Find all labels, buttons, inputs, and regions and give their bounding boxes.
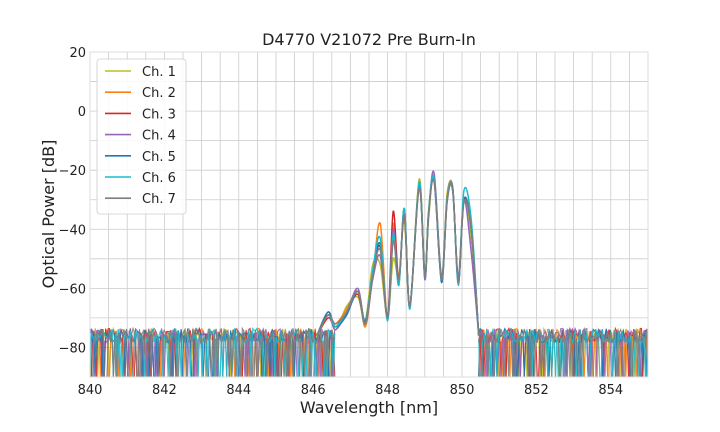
- y-tick-label: 0: [78, 105, 86, 120]
- x-tick-label: 854: [598, 383, 623, 398]
- series-line-7: [316, 178, 480, 336]
- legend: Ch. 1 Ch. 2 Ch. 3 Ch. 4 Ch. 5 Ch. 6 Ch. 7: [96, 58, 187, 215]
- y-tick-label: 20: [69, 46, 86, 61]
- x-tick-label: 842: [152, 383, 177, 398]
- chart-title: D4770 V21072 Pre Burn-In: [262, 30, 476, 49]
- x-axis-ticks: 840 842 844 846 848 850 852 854: [78, 383, 624, 398]
- legend-label-5: Ch. 5: [142, 150, 176, 165]
- x-tick-label: 844: [226, 383, 251, 398]
- x-tick-label: 846: [301, 383, 326, 398]
- x-tick-label: 848: [375, 383, 400, 398]
- series-line-1: [316, 173, 480, 336]
- y-axis-ticks: −80 −60 −40 −20 0 20: [59, 46, 86, 356]
- series-line-3: [316, 176, 480, 337]
- y-axis-label: Optical Power [dB]: [39, 140, 58, 289]
- x-axis-label: Wavelength [nm]: [300, 398, 438, 417]
- legend-label-4: Ch. 4: [142, 129, 176, 144]
- y-tick-label: −20: [59, 164, 86, 179]
- legend-box: [96, 58, 187, 215]
- legend-label-6: Ch. 6: [142, 171, 176, 186]
- series-line-6: [316, 175, 480, 336]
- plot-frame: [89, 51, 649, 378]
- series-line-4: [316, 170, 480, 336]
- noise-trace-6: [89, 327, 336, 378]
- legend-label-1: Ch. 1: [142, 65, 176, 80]
- x-tick-label: 852: [524, 383, 549, 398]
- noise-trace-7: [90, 326, 336, 378]
- series-line-5: [316, 175, 480, 336]
- legend-label-2: Ch. 2: [142, 86, 176, 101]
- x-tick-label: 840: [78, 383, 103, 398]
- series-lines: [316, 170, 480, 337]
- x-tick-label: 850: [450, 383, 475, 398]
- y-tick-label: −80: [59, 341, 86, 356]
- y-tick-label: −60: [59, 282, 86, 297]
- legend-label-7: Ch. 7: [142, 192, 176, 207]
- noise-trace-7: [478, 326, 649, 378]
- series-line-2: [316, 176, 480, 336]
- y-tick-label: −40: [59, 223, 86, 238]
- legend-label-3: Ch. 3: [142, 107, 176, 122]
